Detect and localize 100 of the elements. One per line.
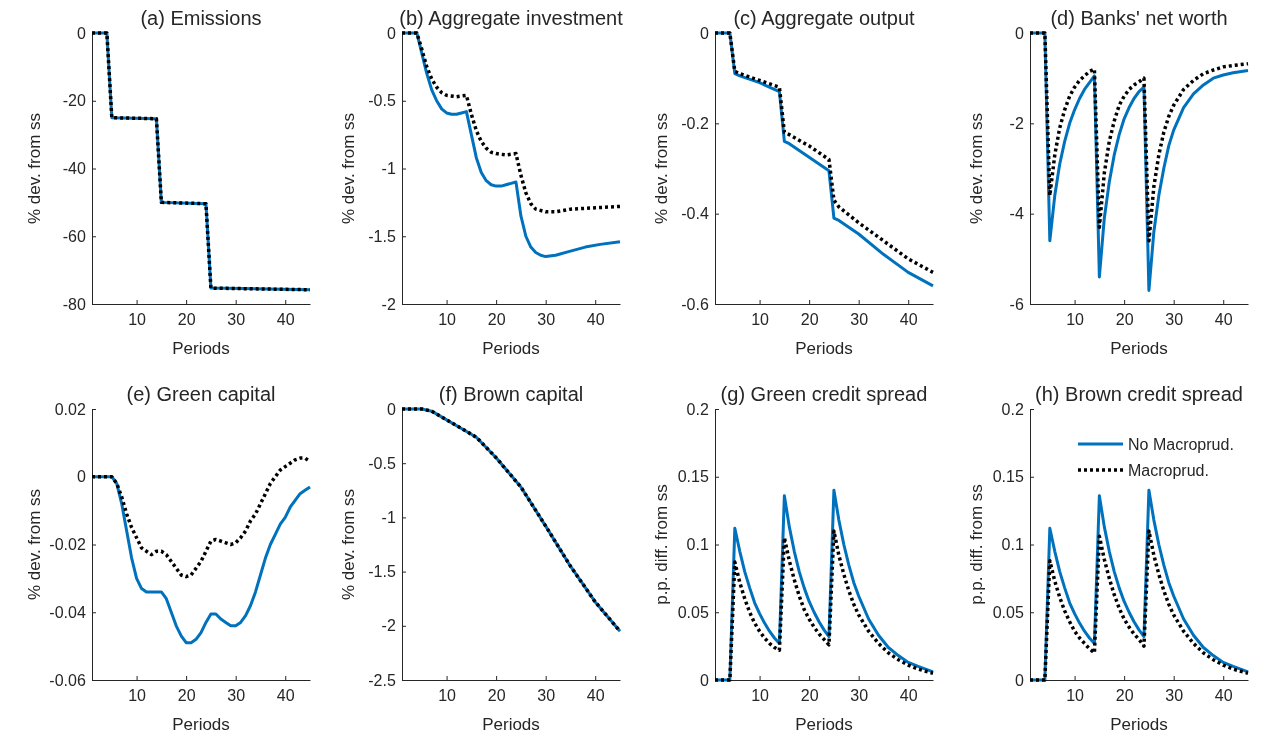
y-tick-label: 0 (1014, 24, 1024, 42)
x-tick-label: 10 (1066, 310, 1085, 328)
y-tick-label: -0.5 (368, 454, 396, 472)
y-tick-label: -1 (381, 160, 396, 178)
x-tick-label: 40 (586, 686, 605, 704)
chart-title: (b) Aggregate investment (399, 7, 624, 29)
x-tick-label: 20 (1115, 310, 1134, 328)
x-axis-title: Periods (482, 715, 540, 734)
y-axis-title: % dev. from ss (339, 112, 358, 225)
x-axis-title: Periods (1110, 715, 1168, 734)
chart-title: (h) Brown credit spread (1035, 383, 1243, 405)
x-axis-title: Periods (795, 339, 853, 358)
x-tick-label: 40 (586, 310, 605, 328)
y-tick-label: -0.2 (681, 114, 709, 132)
y-axis-title: % dev. from ss (652, 112, 671, 225)
y-tick-label: 0.15 (992, 468, 1024, 486)
x-tick-label: 10 (128, 310, 147, 328)
x-axis-title: Periods (482, 339, 540, 358)
x-tick-label: 40 (1214, 310, 1233, 328)
y-tick-label: -1.5 (368, 227, 396, 245)
y-axis-title: % dev. from ss (25, 488, 44, 601)
x-tick-label: 20 (487, 310, 506, 328)
x-tick-label: 10 (751, 686, 770, 704)
legend-label: No Macroprud. (1128, 436, 1234, 453)
y-tick-label: -4 (1009, 205, 1024, 223)
y-tick-label: -0.6 (681, 295, 709, 313)
chart-title: (g) Green credit spread (720, 383, 928, 405)
x-tick-label: 30 (850, 686, 869, 704)
chart-title: (d) Banks' net worth (1050, 7, 1228, 29)
y-tick-label: 0 (76, 24, 86, 42)
x-tick-label: 40 (899, 310, 918, 328)
y-tick-label: -2.5 (368, 671, 396, 689)
y-tick-label: 0 (699, 24, 709, 42)
x-tick-label: 30 (227, 310, 246, 328)
y-tick-label: 0.2 (1001, 400, 1024, 418)
y-axis-title: % dev. from ss (25, 112, 44, 225)
x-tick-label: 30 (537, 686, 556, 704)
line-series (1028, 31, 1250, 243)
x-tick-label: 20 (487, 686, 506, 704)
x-tick-label: 10 (1066, 686, 1085, 704)
x-tick-label: 40 (276, 686, 295, 704)
line-series (90, 456, 312, 579)
x-tick-label: 20 (177, 686, 196, 704)
x-tick-label: 20 (800, 686, 819, 704)
chart-title: (a) Emissions (140, 7, 262, 29)
x-axis-title: Periods (1110, 339, 1168, 358)
y-tick-label: 0.05 (992, 603, 1024, 621)
y-tick-label: -0.04 (49, 603, 86, 621)
x-tick-label: 40 (1214, 686, 1233, 704)
chart-title: (e) Green capital (126, 383, 276, 405)
x-tick-label: 10 (128, 686, 147, 704)
x-tick-label: 10 (438, 686, 457, 704)
x-tick-label: 30 (537, 310, 556, 328)
chart-title: (f) Brown capital (438, 383, 584, 405)
y-axis-title: p.p. diff. from ss (967, 484, 986, 605)
y-tick-label: 0 (386, 24, 396, 42)
y-tick-label: -0.5 (368, 92, 396, 110)
x-tick-label: 10 (751, 310, 770, 328)
x-tick-label: 40 (276, 310, 295, 328)
y-tick-label: 0 (76, 468, 86, 486)
y-tick-label: -0.4 (681, 205, 709, 223)
y-tick-label: -2 (381, 295, 396, 313)
y-axis-title: % dev. from ss (967, 112, 986, 225)
y-tick-label: -2 (1009, 114, 1024, 132)
y-tick-label: 0 (386, 400, 396, 418)
line-series (400, 31, 622, 214)
y-tick-label: -1 (381, 509, 396, 527)
y-tick-label: -1.5 (368, 563, 396, 581)
y-tick-label: -0.02 (49, 536, 86, 554)
y-axis-title: p.p. diff. from ss (652, 484, 671, 605)
y-tick-label: -6 (1009, 295, 1024, 313)
x-axis-title: Periods (795, 715, 853, 734)
y-tick-label: 0.1 (686, 536, 709, 554)
y-tick-label: -0.06 (49, 671, 86, 689)
x-tick-label: 30 (227, 686, 246, 704)
x-tick-label: 20 (1115, 686, 1134, 704)
y-tick-label: -2 (381, 617, 396, 635)
x-tick-label: 10 (438, 310, 457, 328)
y-tick-label: 0.02 (54, 400, 86, 418)
y-tick-label: -20 (62, 92, 86, 110)
x-axis-title: Periods (172, 715, 230, 734)
x-tick-label: 40 (899, 686, 918, 704)
x-tick-label: 30 (1165, 310, 1184, 328)
y-tick-label: 0.2 (686, 400, 709, 418)
y-tick-label: -80 (62, 295, 86, 313)
y-tick-label: 0.1 (1001, 536, 1024, 554)
y-tick-label: -40 (62, 160, 86, 178)
x-tick-label: 30 (1165, 686, 1184, 704)
x-tick-label: 30 (850, 310, 869, 328)
x-tick-label: 20 (800, 310, 819, 328)
y-axis-title: % dev. from ss (339, 488, 358, 601)
chart-title: (c) Aggregate output (733, 7, 916, 29)
y-tick-label: 0 (699, 671, 709, 689)
y-tick-label: -60 (62, 227, 86, 245)
legend-label: Macroprud. (1128, 462, 1209, 479)
y-tick-label: 0.15 (677, 468, 709, 486)
y-tick-label: 0.05 (677, 603, 709, 621)
x-axis-title: Periods (172, 339, 230, 358)
x-tick-label: 20 (177, 310, 196, 328)
y-tick-label: 0 (1014, 671, 1024, 689)
